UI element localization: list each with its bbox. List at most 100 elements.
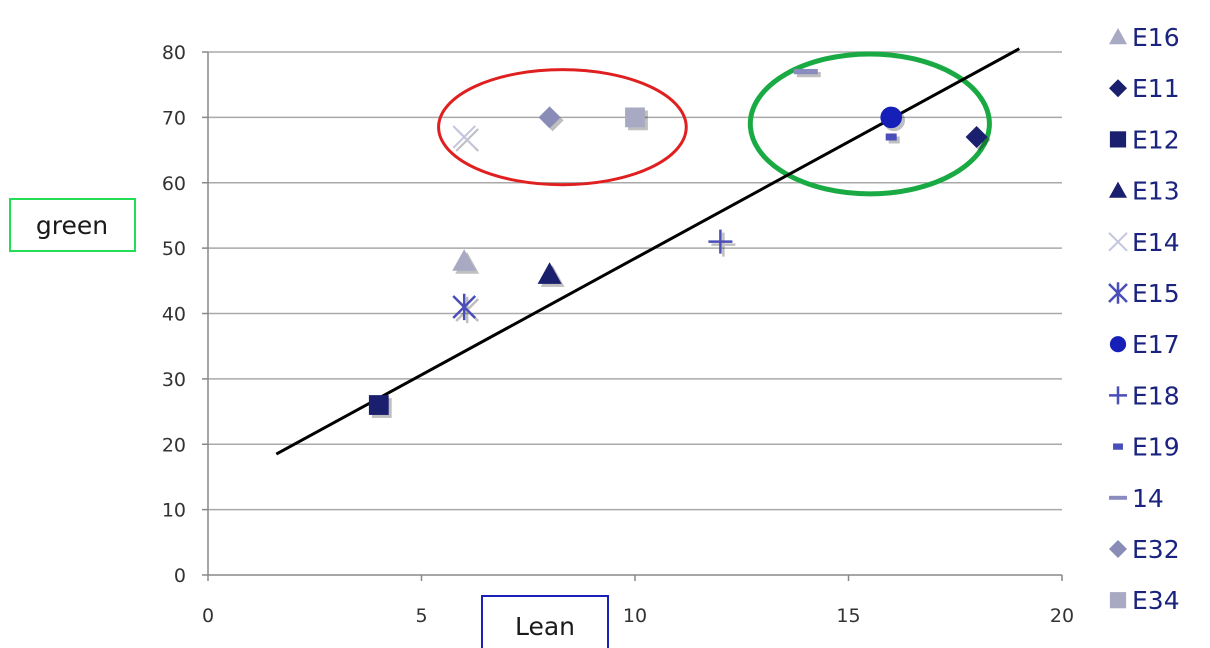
grid-lines — [208, 51, 1062, 511]
legend-marker-e18 — [1109, 386, 1127, 405]
legend-marker-e32 — [1109, 540, 1127, 558]
ylabel-box — [9, 198, 136, 252]
legend-item-e11: E11 — [1109, 74, 1180, 103]
point-e15-0 — [452, 293, 480, 324]
point-e34-0-shape — [625, 107, 645, 128]
point-e16-0 — [452, 249, 480, 274]
ylabel: green — [36, 211, 108, 240]
point-e15-0-shape — [452, 293, 477, 321]
ytick-label-20: 20 — [162, 434, 186, 456]
ytick-label-50: 50 — [162, 238, 186, 260]
point-14-0-shape — [793, 68, 818, 75]
legend-item-e32: E32 — [1109, 535, 1180, 564]
xtick-label-0: 0 — [202, 605, 214, 627]
point-e34-0 — [625, 107, 648, 131]
legend-marker-e16-shape — [1109, 28, 1127, 45]
legend-marker-e15-shape — [1108, 282, 1128, 304]
annotation-ellipse-1 — [747, 51, 992, 197]
data-points — [368, 68, 991, 418]
point-e11-0 — [965, 125, 991, 151]
legend-marker-e16 — [1109, 28, 1127, 45]
ytick-label-40: 40 — [162, 304, 186, 326]
legend-marker-14 — [1109, 495, 1127, 500]
legend-label-e12: E12 — [1132, 125, 1180, 154]
legend-marker-e32-shape — [1109, 540, 1127, 558]
point-14-0-shadow — [796, 71, 821, 78]
point-e18-0-shape — [708, 229, 733, 254]
ytick-label-60: 60 — [162, 173, 186, 195]
axis-labels: green Lean — [9, 198, 609, 648]
point-e12-0 — [368, 395, 392, 418]
xlabel-box — [481, 595, 609, 648]
legend-label-e15: E15 — [1132, 279, 1180, 308]
annotations — [437, 51, 992, 197]
legend-item-e14: E14 — [1108, 228, 1180, 257]
point-e19-0-shape — [885, 133, 897, 141]
legend-item-e34: E34 — [1109, 586, 1180, 615]
xlabel: Lean — [515, 612, 575, 641]
legend-marker-e14 — [1108, 232, 1128, 252]
point-e16-0-shape — [452, 249, 477, 271]
legend-marker-e11 — [1109, 79, 1127, 98]
legend-marker-e18-shape — [1109, 386, 1127, 405]
legend-label-e13: E13 — [1132, 177, 1180, 206]
point-e12-0-shape — [368, 395, 389, 415]
legend-marker-14-shape — [1109, 495, 1127, 500]
legend-item-e19: E19 — [1113, 433, 1180, 462]
legend-label-e34: E34 — [1132, 586, 1180, 615]
legend-marker-e13-shape — [1109, 181, 1127, 198]
legend-label-e17: E17 — [1132, 330, 1180, 359]
trendline-group — [275, 47, 1021, 456]
point-e32-0 — [538, 106, 564, 132]
legend-marker-e34-shape — [1109, 592, 1127, 609]
legend-item-e16: E16 — [1109, 23, 1180, 52]
legend-marker-e17-shape — [1109, 336, 1127, 353]
xtick-label-10: 10 — [623, 605, 647, 627]
xtick-label-20: 20 — [1050, 605, 1074, 627]
legend-item-e13: E13 — [1109, 177, 1180, 206]
point-14-0 — [793, 68, 821, 78]
point-e14-0 — [452, 125, 479, 152]
legend-item-e18: E18 — [1109, 381, 1180, 410]
point-e18-0 — [708, 229, 736, 257]
xtick-label-15: 15 — [836, 605, 860, 627]
ytick-label-30: 30 — [162, 369, 186, 391]
legend-marker-e19-shape — [1113, 443, 1123, 450]
point-e18-0-shadow — [711, 232, 736, 257]
legend-label-e18: E18 — [1132, 381, 1180, 410]
point-e11-0-shape — [965, 125, 988, 148]
legend-item-14: 14 — [1109, 484, 1164, 513]
ytick-label-70: 70 — [162, 107, 186, 129]
ytick-label-80: 80 — [162, 42, 186, 64]
point-e13-0 — [537, 262, 565, 287]
legend-marker-e12 — [1109, 131, 1127, 148]
axes: 0 10 20 30 40 50 60 70 80 0 5 10 15 20 — [162, 42, 1074, 627]
ytick-label-10: 10 — [162, 500, 186, 522]
legend-label-e16: E16 — [1132, 23, 1180, 52]
legend-marker-e13 — [1109, 181, 1127, 198]
legend: E16 E11 E12 E13 E14 E15 E17 E18 E19 14 E32 E34 — [1108, 23, 1180, 615]
xtick-label-5: 5 — [415, 605, 427, 627]
legend-marker-e11-shape — [1109, 79, 1127, 98]
trendline — [275, 47, 1021, 456]
ytick-label-0: 0 — [174, 565, 186, 587]
legend-label-e32: E32 — [1132, 535, 1180, 564]
legend-item-e15: E15 — [1108, 279, 1180, 308]
legend-marker-e12-shape — [1109, 131, 1127, 148]
legend-label-e19: E19 — [1132, 433, 1180, 462]
legend-item-e17: E17 — [1109, 330, 1180, 359]
point-e17-0-shape — [880, 106, 902, 129]
legend-marker-e15 — [1108, 282, 1128, 304]
point-e19-0 — [885, 133, 900, 144]
legend-label-e14: E14 — [1132, 228, 1180, 257]
legend-marker-e17 — [1109, 336, 1127, 353]
point-e17-0 — [880, 106, 905, 132]
legend-marker-e34 — [1109, 592, 1127, 609]
annotation-ellipse-0 — [437, 68, 688, 187]
legend-label-e11: E11 — [1132, 74, 1180, 103]
legend-marker-e19 — [1113, 443, 1123, 450]
legend-item-e12: E12 — [1109, 125, 1180, 154]
legend-label-14: 14 — [1132, 484, 1164, 513]
